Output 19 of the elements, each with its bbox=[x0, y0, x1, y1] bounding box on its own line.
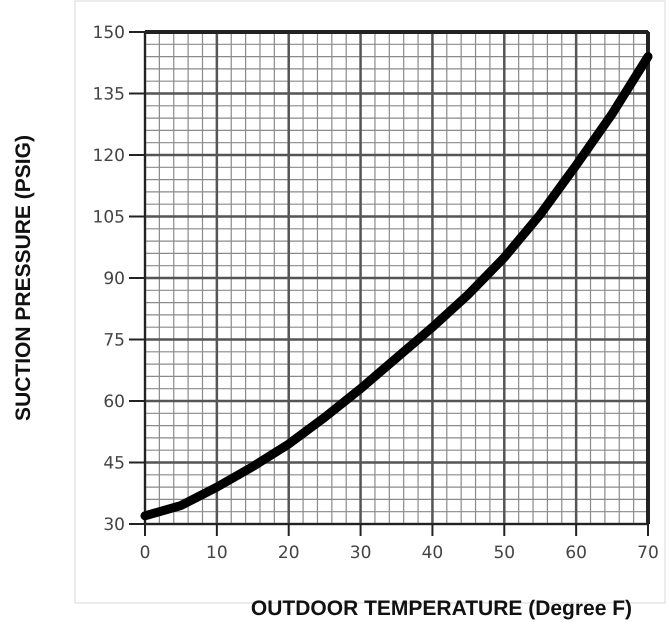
y-tick-label: 120 bbox=[92, 146, 125, 166]
y-tick-label: 90 bbox=[103, 269, 125, 289]
x-tick-label: 20 bbox=[278, 543, 300, 563]
x-axis-title: OUTDOOR TEMPERATURE (Degree F) bbox=[250, 597, 632, 620]
y-tick-label: 75 bbox=[103, 330, 125, 350]
y-tick-label: 45 bbox=[103, 454, 125, 474]
x-tick-label: 10 bbox=[206, 543, 228, 563]
x-tick-label: 60 bbox=[565, 543, 587, 563]
y-tick-label: 60 bbox=[103, 392, 125, 412]
x-tick-label: 70 bbox=[637, 543, 659, 563]
x-tick-label: 30 bbox=[350, 543, 372, 563]
x-tick-label: 50 bbox=[493, 543, 516, 563]
y-tick-label: 105 bbox=[92, 208, 125, 228]
y-axis-title: SUCTION PRESSURE (PSIG) bbox=[12, 135, 35, 421]
y-tick-label: 135 bbox=[92, 84, 125, 104]
x-tick-label: 0 bbox=[140, 543, 150, 563]
x-tick-label: 40 bbox=[422, 543, 444, 563]
y-tick-label: 150 bbox=[92, 23, 125, 43]
y-tick-label: 30 bbox=[103, 515, 125, 535]
